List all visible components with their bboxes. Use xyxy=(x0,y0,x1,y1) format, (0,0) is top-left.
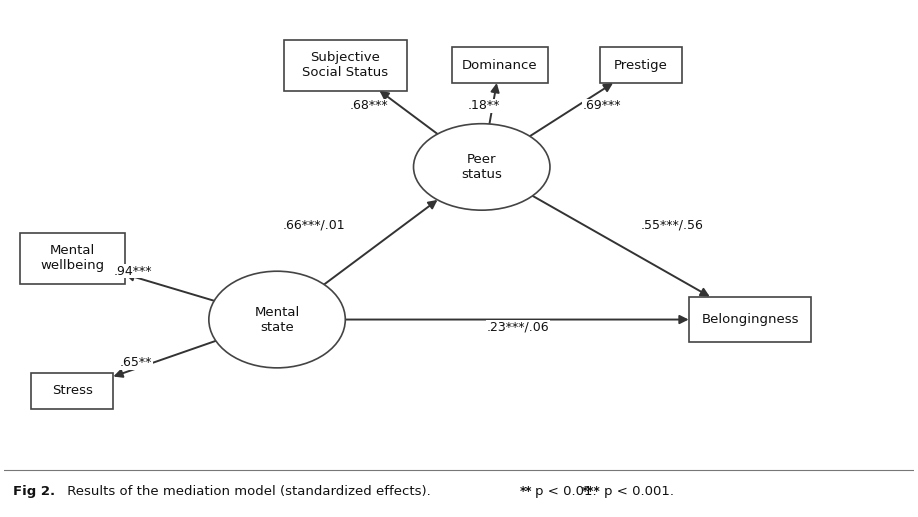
Ellipse shape xyxy=(208,271,345,368)
Text: Subjective
Social Status: Subjective Social Status xyxy=(302,51,388,79)
Text: .65**: .65** xyxy=(120,356,152,369)
Text: Mental
state: Mental state xyxy=(254,306,299,333)
Text: Prestige: Prestige xyxy=(614,59,668,72)
Text: .68***: .68*** xyxy=(350,99,388,112)
Bar xyxy=(600,48,682,83)
Text: Results of the mediation model (standardized effects).: Results of the mediation model (standard… xyxy=(63,485,435,498)
Text: Dominance: Dominance xyxy=(462,59,538,72)
Text: .69***: .69*** xyxy=(583,99,621,112)
Bar xyxy=(31,373,113,408)
Bar xyxy=(284,40,407,90)
Text: .66***/.01: .66***/.01 xyxy=(283,219,345,232)
Text: Mental
wellbeing: Mental wellbeing xyxy=(40,245,105,272)
Bar xyxy=(688,297,812,342)
Ellipse shape xyxy=(413,124,550,210)
Text: Stress: Stress xyxy=(52,384,93,397)
Bar xyxy=(20,233,125,284)
Text: p < 0.01.: p < 0.01. xyxy=(534,485,600,498)
Bar xyxy=(453,48,548,83)
Text: Belongingness: Belongingness xyxy=(701,313,799,326)
Text: .55***/.56: .55***/.56 xyxy=(641,219,704,232)
Text: ***: *** xyxy=(582,485,600,498)
Text: Fig 2.: Fig 2. xyxy=(13,485,55,498)
Text: .94***: .94*** xyxy=(114,265,152,278)
Text: Peer
status: Peer status xyxy=(462,153,502,181)
Text: .23***/.06: .23***/.06 xyxy=(487,321,550,333)
Text: p < 0.001.: p < 0.001. xyxy=(604,485,674,498)
Text: **: ** xyxy=(520,485,532,498)
Text: .18**: .18** xyxy=(467,99,499,112)
